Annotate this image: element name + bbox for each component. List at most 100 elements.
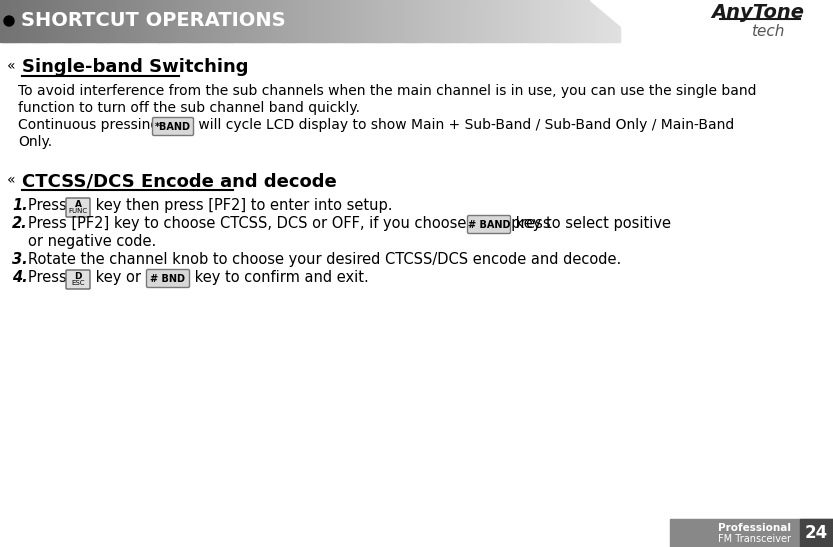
Bar bbox=[142, 0, 147, 42]
Bar bbox=[530, 0, 534, 42]
Bar bbox=[177, 0, 180, 42]
Bar bbox=[192, 0, 196, 42]
Bar bbox=[301, 0, 304, 42]
Bar bbox=[446, 0, 450, 42]
Bar bbox=[397, 0, 401, 42]
Bar bbox=[102, 0, 106, 42]
Circle shape bbox=[4, 16, 14, 26]
Bar bbox=[332, 0, 336, 42]
Bar bbox=[800, 519, 833, 547]
Bar bbox=[189, 0, 192, 42]
Bar bbox=[310, 0, 313, 42]
Bar bbox=[292, 0, 295, 42]
Bar bbox=[257, 0, 261, 42]
Bar bbox=[162, 0, 165, 42]
Bar bbox=[431, 0, 435, 42]
Bar bbox=[319, 0, 323, 42]
Bar bbox=[465, 0, 469, 42]
Bar bbox=[214, 0, 217, 42]
Bar bbox=[207, 0, 212, 42]
Text: *BAND: *BAND bbox=[155, 121, 191, 131]
Bar bbox=[149, 0, 152, 42]
Bar bbox=[400, 0, 403, 42]
FancyBboxPatch shape bbox=[66, 270, 90, 289]
Bar bbox=[239, 0, 242, 42]
Bar bbox=[307, 0, 311, 42]
Bar bbox=[515, 0, 518, 42]
Bar bbox=[521, 0, 525, 42]
Text: function to turn off the sub channel band quickly.: function to turn off the sub channel ban… bbox=[18, 101, 360, 115]
Bar bbox=[112, 0, 115, 42]
Bar bbox=[490, 0, 493, 42]
Bar bbox=[295, 0, 298, 42]
Bar bbox=[115, 0, 118, 42]
Bar bbox=[22, 0, 25, 42]
Bar bbox=[74, 0, 78, 42]
FancyBboxPatch shape bbox=[147, 270, 189, 288]
Bar bbox=[251, 0, 255, 42]
Bar bbox=[47, 0, 50, 42]
Text: 24: 24 bbox=[805, 524, 828, 542]
Bar bbox=[407, 0, 410, 42]
Bar bbox=[155, 0, 158, 42]
Bar bbox=[443, 0, 446, 42]
Bar bbox=[232, 0, 236, 42]
Bar bbox=[607, 0, 611, 42]
Bar bbox=[369, 0, 372, 42]
Bar bbox=[198, 0, 202, 42]
Bar bbox=[335, 0, 338, 42]
Bar bbox=[366, 0, 369, 42]
Bar bbox=[341, 0, 345, 42]
Bar bbox=[561, 0, 565, 42]
Bar bbox=[83, 0, 87, 42]
Bar bbox=[27, 0, 32, 42]
Bar bbox=[375, 0, 379, 42]
Bar bbox=[217, 0, 221, 42]
Text: AnyTone: AnyTone bbox=[711, 3, 805, 21]
Bar bbox=[137, 0, 140, 42]
Bar bbox=[322, 0, 326, 42]
Bar bbox=[328, 0, 332, 42]
Text: ESC: ESC bbox=[72, 280, 85, 286]
Bar bbox=[468, 0, 471, 42]
Bar bbox=[611, 0, 614, 42]
Text: FM Transceiver: FM Transceiver bbox=[718, 534, 791, 544]
Bar bbox=[362, 0, 367, 42]
Text: Press [PF2] key to choose CTCSS, DCS or OFF, if you choose DCS, press: Press [PF2] key to choose CTCSS, DCS or … bbox=[28, 216, 556, 231]
Bar bbox=[540, 0, 543, 42]
Text: «: « bbox=[7, 173, 16, 187]
Bar bbox=[474, 0, 478, 42]
Bar bbox=[546, 0, 549, 42]
Bar bbox=[459, 0, 462, 42]
Bar bbox=[297, 0, 302, 42]
Bar bbox=[605, 0, 608, 42]
Bar bbox=[558, 0, 561, 42]
Bar bbox=[580, 0, 583, 42]
Bar bbox=[387, 0, 392, 42]
Bar bbox=[527, 0, 531, 42]
Bar bbox=[462, 0, 466, 42]
Bar bbox=[360, 0, 363, 42]
Bar bbox=[171, 0, 174, 42]
Bar bbox=[285, 0, 289, 42]
Bar bbox=[347, 0, 351, 42]
Bar bbox=[484, 0, 487, 42]
Bar bbox=[130, 0, 134, 42]
Bar bbox=[242, 0, 246, 42]
Bar bbox=[229, 0, 233, 42]
Bar bbox=[304, 0, 307, 42]
Bar bbox=[211, 0, 214, 42]
Bar bbox=[382, 0, 385, 42]
Bar bbox=[571, 0, 574, 42]
Bar bbox=[227, 0, 230, 42]
Text: 2.: 2. bbox=[12, 216, 27, 231]
Bar bbox=[183, 0, 187, 42]
Bar bbox=[614, 0, 617, 42]
Bar bbox=[418, 0, 422, 42]
Text: Press: Press bbox=[28, 198, 72, 213]
Bar bbox=[508, 0, 512, 42]
Bar bbox=[152, 0, 156, 42]
Bar bbox=[50, 0, 53, 42]
Bar bbox=[551, 0, 556, 42]
Bar bbox=[272, 0, 277, 42]
